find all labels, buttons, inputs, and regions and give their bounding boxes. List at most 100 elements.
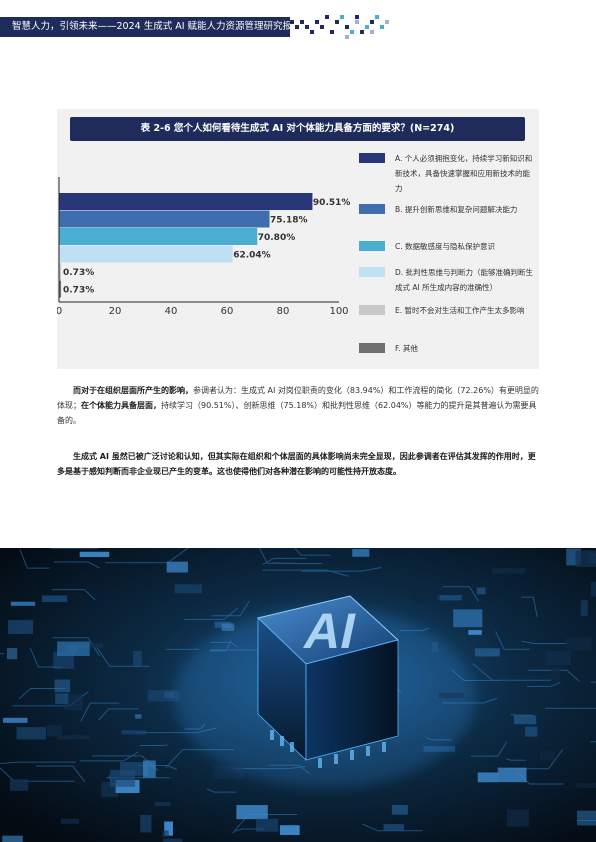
circuit-component: [565, 637, 592, 651]
circuit-component: [9, 779, 29, 791]
legend-swatch-b: [359, 204, 385, 214]
bar-e: [59, 263, 62, 280]
circuit-component: [221, 623, 235, 631]
circuit-component: [588, 552, 596, 564]
circuit-component: [453, 609, 483, 628]
circuit-component: [174, 584, 202, 594]
circuit-trace: [521, 596, 538, 618]
data-label-a: 90.51%: [313, 198, 351, 208]
circuit-component: [513, 715, 537, 725]
circuit-trace: [211, 600, 250, 617]
circuit-trace: [362, 823, 423, 832]
circuit-component: [391, 804, 408, 815]
circuit-trace: [545, 707, 596, 709]
circuit-trace: [262, 557, 307, 566]
circuit-trace: [19, 549, 50, 569]
circuit-component: [140, 814, 152, 833]
circuit-component: [163, 838, 183, 842]
circuit-trace: [470, 741, 508, 757]
circuit-trace: [140, 744, 168, 747]
circuit-component: [492, 568, 526, 574]
circuit-component: [166, 561, 188, 573]
p1-text1: 参调者认为：生成式 AI 对岗位职责的变化（83.94%）和工作流程的简化（72…: [57, 386, 539, 410]
circuit-component: [57, 641, 90, 657]
circuit-trace: [294, 548, 331, 556]
circuit-component: [42, 595, 68, 602]
legend-label-b: B. 提升创新思维和复杂问题解决能力: [395, 205, 518, 214]
circuit-component: [57, 735, 91, 740]
chart-title-bar: 表 2-6 您个人如何看待生成式 AI 对个体能力具备方面的要求？(N=274): [70, 117, 525, 141]
circuit-component: [539, 751, 555, 761]
circuit-component: [16, 727, 46, 740]
circuit-component: [506, 809, 529, 827]
circuit-component: [475, 648, 500, 657]
bar-a: [59, 193, 313, 210]
circuit-component: [10, 601, 36, 606]
circuit-trace: [506, 758, 526, 761]
bar-d: [59, 245, 233, 263]
body-paragraph-2: 生成式 AI 虽然已被广泛讨论和认知，但其实际在组织和个体层面的具体影响尚未完全…: [57, 452, 536, 476]
x-tick-label: 20: [109, 306, 122, 317]
circuit-component: [63, 693, 83, 711]
bar-f: [59, 280, 62, 298]
legend-label-d: D. 批判性思维与判断力（能够准确判断生成式 AI 所生成内容的准确性）: [395, 268, 534, 292]
circuit-component: [3, 717, 28, 723]
circuit-trace: [53, 561, 100, 569]
circuit-component: [54, 679, 71, 693]
data-label-f: 0.73%: [63, 286, 94, 296]
p1-lead2: 在个体能力具备层面，: [81, 401, 161, 410]
header-pixel-decoration: [290, 15, 389, 39]
circuit-component: [352, 549, 370, 557]
circuit-trace: [521, 640, 570, 645]
circuit-trace: [80, 702, 120, 722]
header-band: 智慧人力，引领未来——2024 生成式 AI 赋能人力资源管理研究报告: [0, 17, 302, 37]
legend-swatch-a: [359, 153, 385, 163]
bar-c: [59, 228, 258, 245]
circuit-component: [60, 818, 80, 824]
circuit-component: [577, 810, 596, 826]
circuit-component: [79, 551, 110, 558]
legend-label-c: C. 数据敏感度与隐私保护意识: [395, 242, 496, 251]
bar-chart: 90.51%75.18%70.80%62.04%0.73%0.73%0 20 40 6…: [57, 177, 351, 317]
circuit-component: [468, 630, 482, 635]
circuit-component: [135, 714, 142, 719]
circuit-trace: [272, 562, 323, 564]
data-label-b: 75.18%: [270, 216, 308, 226]
circuit-component: [133, 650, 142, 668]
circuit-component: [121, 730, 147, 735]
circuit-trace: [442, 586, 479, 602]
circuit-component: [2, 835, 23, 842]
circuit-trace: [0, 761, 76, 765]
p1-lead: 而对于在组织层面所产生的影响，: [73, 386, 193, 395]
circuit-component: [46, 725, 62, 737]
chart-panel: 表 2-6 您个人如何看待生成式 AI 对个体能力具备方面的要求？(N=274)…: [57, 109, 539, 369]
circuit-component: [497, 767, 527, 783]
circuit-trace: [495, 631, 530, 650]
ai-chip: AI: [256, 595, 400, 768]
circuit-trace: [36, 765, 86, 783]
circuit-component: [436, 595, 462, 601]
circuit-component: [590, 581, 596, 597]
circuit-trace: [472, 663, 552, 681]
circuit-trace: [528, 669, 581, 683]
circuit-component: [412, 587, 440, 602]
legend-swatch-e: [359, 305, 385, 315]
circuit-trace: [184, 607, 239, 620]
circuit-component: [525, 726, 538, 737]
circuit-component: [8, 620, 34, 635]
circuit-trace: [526, 682, 561, 687]
circuit-trace: [262, 569, 349, 577]
circuit-component: [280, 825, 300, 835]
circuit-component: [110, 769, 136, 787]
circuit-component: [143, 760, 156, 778]
circuit-trace: [98, 708, 139, 721]
chip-label: AI: [299, 603, 361, 659]
body-paragraph-1: 而对于在组织层面所产生的影响，参调者认为：生成式 AI 对岗位职责的变化（83.…: [57, 383, 541, 428]
circuit-component: [77, 643, 104, 648]
circuit-component: [551, 666, 560, 682]
circuit-component: [580, 600, 588, 616]
x-tick-label: 60: [221, 306, 234, 317]
data-label-e: 0.73%: [63, 268, 94, 278]
ai-chip-hero-image: AI: [0, 548, 596, 842]
bar-b: [59, 210, 270, 228]
